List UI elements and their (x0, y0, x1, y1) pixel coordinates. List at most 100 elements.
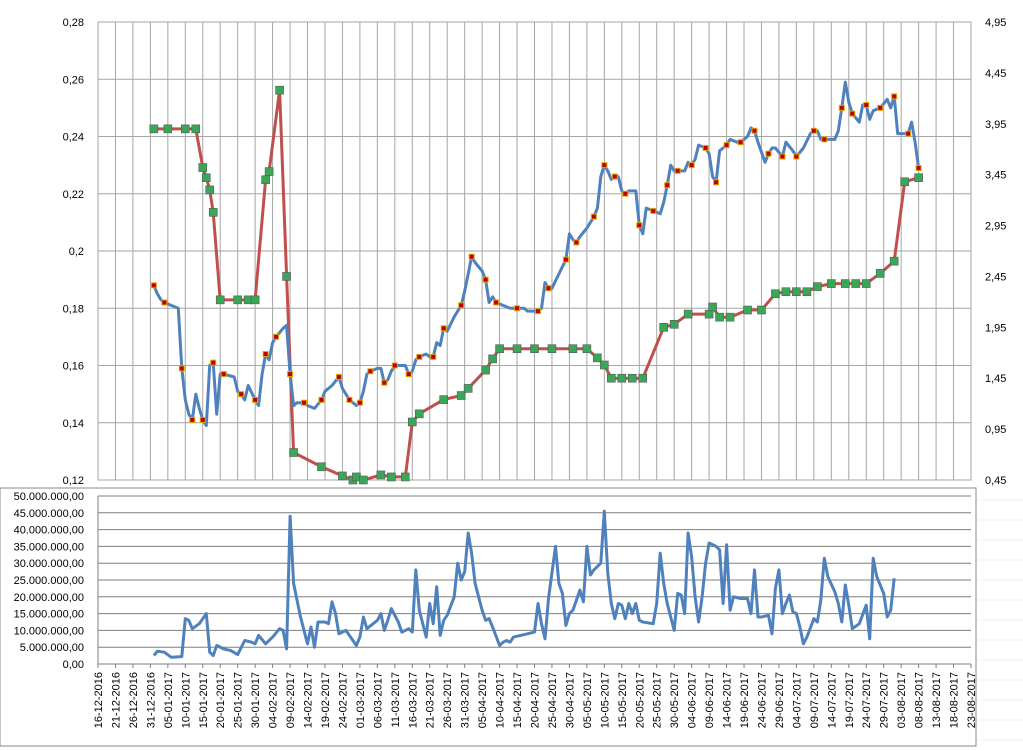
bottom-x-tick-label: 21-12-2016 (110, 672, 122, 728)
bottom-x-tick-label: 19-07-2017 (844, 672, 856, 728)
red-marker (178, 365, 185, 372)
bottom-x-tick-label: 04-06-2017 (687, 672, 699, 728)
green-marker (914, 173, 923, 183)
bottom-x-tick-label: 09-06-2017 (704, 672, 716, 728)
red-marker (891, 93, 898, 100)
bottom-x-tick-label: 20-05-2017 (634, 672, 646, 728)
bottom-chart-series (152, 509, 896, 659)
red-marker (737, 139, 744, 146)
bottom-x-tick-label: 26-12-2016 (128, 672, 140, 728)
green-marker (669, 319, 679, 329)
red-marker (810, 127, 817, 134)
green-marker (338, 471, 347, 481)
green-marker (456, 391, 466, 400)
bottom-x-tick-label: 04-02-2017 (268, 672, 280, 728)
bottom-y-tick-label: 35.000.000,00 (14, 541, 84, 553)
green-marker (659, 323, 669, 332)
bottom-y-tick-label: 5.000.000,00 (20, 642, 84, 654)
green-marker (181, 124, 190, 134)
red-marker (713, 179, 720, 186)
bottom-x-tick-label: 08-08-2017 (914, 672, 926, 728)
right-axis-tick-label: 0,95 (985, 424, 1006, 436)
top-chart-gridlines (97, 21, 972, 481)
right-axis-tick-label: 1,95 (985, 322, 1006, 334)
bottom-y-tick-label: 0,00 (63, 659, 84, 671)
bottom-x-tick-label: 15-01-2017 (198, 672, 210, 728)
bottom-x-tick-label: 31-03-2017 (460, 672, 472, 728)
green-marker (627, 373, 637, 383)
red-marker (779, 153, 786, 160)
bottom-x-tick-label: 19-06-2017 (739, 672, 751, 728)
top-plot-border (97, 21, 972, 481)
red-marker (636, 222, 643, 229)
red-marker (381, 379, 388, 386)
green-marker (201, 173, 211, 183)
green-marker (198, 163, 208, 172)
red-marker (650, 207, 657, 214)
red-marker (765, 150, 772, 157)
red-marker (863, 102, 870, 109)
green-marker (376, 470, 386, 480)
green-marker (792, 287, 801, 297)
green-marker (215, 295, 225, 305)
green-marker (264, 167, 274, 176)
bottom-x-tick-label: 10-04-2017 (495, 672, 507, 728)
bottom-x-tick-label: 31-12-2016 (145, 672, 157, 728)
top-chart-markers (149, 85, 923, 485)
bottom-x-tick-label: 14-07-2017 (826, 672, 838, 728)
green-marker (802, 287, 812, 297)
red-marker (674, 167, 681, 174)
red-marker (189, 416, 196, 423)
volume-series-line (152, 509, 896, 659)
green-marker (261, 175, 270, 185)
bottom-x-tick-label: 24-06-2017 (756, 672, 768, 728)
bottom-y-axis-ticks: 0,00 5.000.000,00 10.000.000,00 15.000.000,… (14, 491, 84, 671)
red-marker (262, 351, 269, 358)
red-marker (664, 182, 671, 189)
bottom-x-tick-label: 06-03-2017 (372, 672, 384, 728)
green-marker (481, 365, 490, 375)
red-marker (468, 253, 475, 260)
red-marker (150, 282, 157, 289)
red-marker (458, 302, 465, 309)
red-marker (622, 190, 629, 197)
green-marker (414, 409, 424, 419)
green-marker (771, 289, 780, 299)
bottom-x-tick-label: 13-08-2017 (931, 672, 943, 728)
red-marker (534, 308, 541, 315)
green-marker (715, 312, 724, 322)
red-marker (430, 353, 437, 360)
green-marker (600, 360, 609, 370)
green-marker (607, 373, 616, 383)
green-marker (530, 344, 539, 354)
left-axis-tick-label: 0,12 (63, 475, 84, 487)
red-marker (199, 416, 206, 423)
red-marker (590, 213, 597, 220)
red-marker (905, 130, 912, 137)
red-marker (220, 371, 227, 378)
red-marker (688, 162, 695, 169)
red-marker (356, 399, 363, 406)
left-axis-tick-label: 0,2 (69, 246, 84, 258)
green-marker (617, 373, 627, 383)
left-axis-tick-label: 0,22 (63, 189, 84, 201)
green-marker (463, 384, 473, 393)
green-marker (743, 305, 752, 315)
bottom-y-tick-label: 25.000.000,00 (14, 575, 84, 587)
bottom-x-tick-label: 14-02-2017 (303, 672, 315, 728)
left-axis-tick-label: 0,24 (63, 132, 84, 144)
bottom-x-tick-label: 24-07-2017 (861, 672, 873, 728)
right-axis-tick-label: 4,95 (985, 17, 1006, 29)
green-marker (875, 269, 885, 278)
left-axis-tick-label: 0,26 (63, 74, 84, 86)
bottom-x-tick-label: 25-05-2017 (652, 672, 664, 728)
bottom-y-tick-label: 10.000.000,00 (14, 625, 84, 637)
bottom-x-tick-label: 19-02-2017 (320, 672, 332, 728)
green-marker (282, 272, 291, 281)
bottom-x-tick-label: 05-04-2017 (477, 672, 489, 728)
red-marker (493, 299, 500, 306)
bottom-x-tick-label: 15-05-2017 (617, 672, 629, 728)
right-axis-tick-label: 2,95 (985, 221, 1006, 233)
red-marker (346, 396, 353, 403)
green-marker (163, 124, 173, 134)
